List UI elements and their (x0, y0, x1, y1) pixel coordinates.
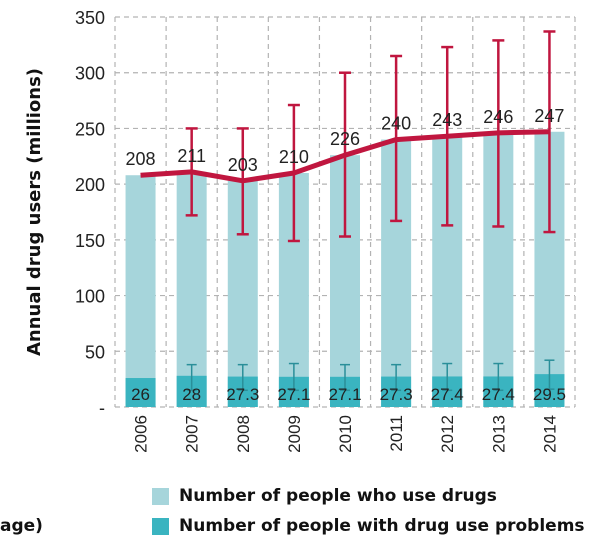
y-tick-label: 300 (75, 64, 105, 84)
y-tick-label: 50 (85, 342, 105, 362)
data-label-problems: 27.1 (328, 385, 361, 404)
legend-label-users: Number of people who use drugs (179, 486, 497, 506)
data-label-users: 247 (534, 106, 564, 126)
x-tick-label: 2014 (540, 415, 559, 453)
data-label-problems: 27.4 (482, 385, 515, 404)
x-tick-label: 2010 (336, 415, 355, 453)
legend-swatch-problems (152, 517, 169, 535)
y-tick-label: 100 (75, 287, 105, 307)
bar-users (125, 175, 156, 407)
data-label-problems: 27.4 (431, 385, 464, 404)
y-tick-label: 250 (75, 119, 105, 139)
bar-problems (125, 378, 156, 407)
legend-item-problems: Number of people with drug use problems (152, 516, 585, 536)
data-label-users: 243 (432, 110, 462, 130)
data-label-problems: 27.3 (226, 385, 259, 404)
y-tick-label: 200 (75, 175, 105, 195)
x-tick-label: 2011 (387, 415, 406, 452)
y-tick-label: 150 (75, 231, 105, 251)
x-tick-label: 2006 (132, 415, 151, 453)
legend-label-problems: Number of people with drug use problems (179, 516, 585, 536)
legend-item-users: Number of people who use drugs (152, 486, 497, 506)
x-tick-label: 2013 (489, 415, 508, 453)
data-label-users: 210 (279, 147, 309, 167)
y-tick-label: 350 (75, 8, 105, 28)
data-label-problems: 27.3 (380, 385, 413, 404)
x-tick-label: 2009 (285, 415, 304, 453)
data-label-users: 211 (177, 146, 206, 166)
data-label-users: 240 (381, 114, 411, 134)
y-tick-label: - (99, 398, 105, 418)
data-label-problems: 27.1 (277, 385, 310, 404)
data-label-problems: 28 (182, 385, 201, 404)
legend-swatch-users (152, 487, 169, 505)
x-tick-label: 2012 (438, 415, 457, 453)
data-label-users: 203 (228, 155, 258, 175)
data-label-problems: 26 (131, 385, 150, 404)
x-tick-label: 2007 (183, 415, 202, 453)
y-axis-label: Annual drug users (millions) (24, 68, 45, 356)
legend-partial-label: age) (0, 516, 43, 536)
x-tick-label: 2008 (234, 415, 253, 453)
data-label-users: 208 (126, 149, 156, 169)
data-label-problems: 29.5 (533, 385, 566, 404)
data-label-users: 246 (483, 107, 513, 127)
data-label-users: 226 (330, 129, 360, 149)
